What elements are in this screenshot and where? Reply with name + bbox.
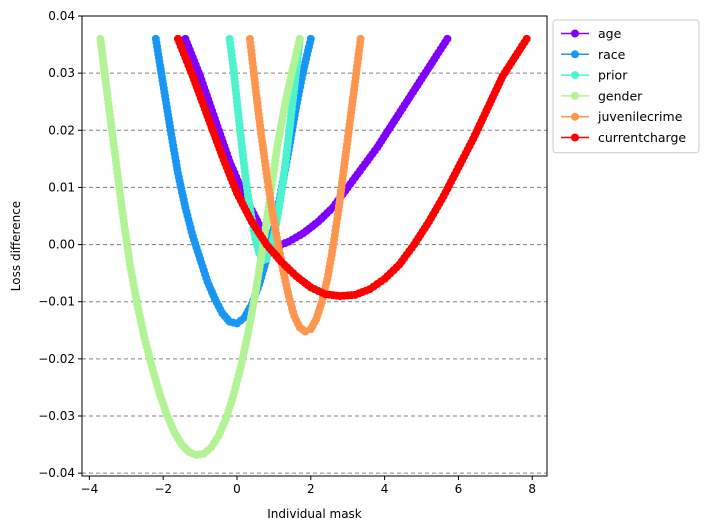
series-point-age [443,34,452,43]
y-tick-label-0: −0.04 [38,466,75,480]
legend-frame [552,19,700,154]
legend-item-age: age [561,26,622,41]
legend-item-juvenilecrime: juvenilecrime [561,109,683,124]
series-gender [96,34,304,459]
legend-marker-juvenilecrime [571,112,579,121]
series-point-currentcharge [522,34,531,43]
y-tick-label-6: 0.02 [48,123,75,137]
x-tick-label-1: −2 [154,482,172,496]
legend-label-prior: prior [598,68,628,83]
x-tick-label-6: 8 [528,482,536,496]
x-tick-label-0: −4 [81,482,99,496]
legend-label-juvenilecrime: juvenilecrime [597,109,683,124]
series-point-race [306,34,315,43]
legend-item-prior: prior [561,68,628,83]
x-tick-label-4: 4 [381,482,389,496]
legend-marker-race [571,50,579,59]
legend-label-race: race [598,47,626,62]
plot-series [96,34,531,459]
legend-label-gender: gender [598,88,643,103]
axis-ticks: −4 −2 0 2 4 6 8 −0.04 −0.03 −0.02 −0.01 0.00 0.01 0.0… [38,9,536,496]
legend-marker-gender [571,91,579,100]
legend-item-currentcharge: currentcharge [561,130,686,145]
legend-label-age: age [598,26,622,41]
x-tick-label-2: 0 [233,482,241,496]
y-tick-label-8: 0.04 [48,9,75,23]
y-tick-label-1: −0.03 [38,409,75,423]
legend-item-gender: gender [561,88,643,103]
y-axis-label: Loss difference [9,201,23,291]
legend: age race prior gender juvenilecrime currentch… [552,19,700,154]
plot-frame [81,15,548,477]
legend-item-race: race [561,47,626,62]
series-juvenilecrime [245,34,365,336]
y-tick-label-4: 0.00 [48,238,75,252]
legend-marker-currentcharge [571,133,579,142]
y-tick-label-7: 0.03 [48,66,75,80]
x-tick-label-5: 6 [455,482,463,496]
legend-label-currentcharge: currentcharge [598,130,686,145]
legend-marker-age [571,29,579,38]
series-currentcharge [173,34,531,300]
y-tick-label-3: −0.01 [38,295,75,309]
x-tick-label-3: 2 [307,482,315,496]
y-tick-label-2: −0.02 [38,352,75,366]
legend-marker-prior [571,71,579,80]
x-axis-label: Individual mask [267,507,362,521]
y-tick-label-5: 0.01 [48,180,75,194]
series-point-juvenilecrime [356,34,365,43]
series-point-gender [295,34,304,43]
